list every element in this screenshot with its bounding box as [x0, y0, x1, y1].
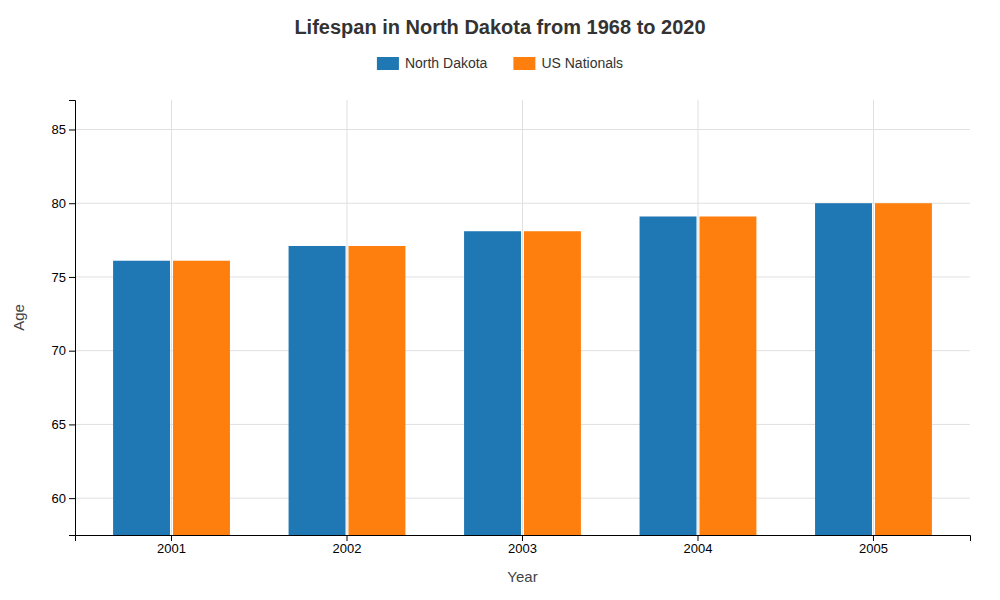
bar	[815, 203, 872, 535]
legend-item: US Nationals	[513, 55, 623, 71]
bar	[464, 231, 521, 535]
tick-mark	[69, 351, 75, 352]
tick: 60	[52, 491, 75, 506]
y-axis: 60 65 70 75 80 85	[52, 101, 76, 536]
legend-label: US Nationals	[541, 55, 623, 71]
bar	[289, 246, 346, 535]
bar	[173, 261, 230, 535]
bar	[875, 203, 932, 535]
axis-line	[69, 101, 76, 536]
tick-mark	[69, 129, 75, 130]
tick: 70	[52, 343, 75, 358]
bar-series	[113, 203, 872, 535]
tick-mark	[522, 535, 523, 541]
grid-line-x	[873, 100, 874, 535]
grid-line-x	[347, 100, 348, 535]
legend-swatch	[377, 57, 399, 70]
bar	[113, 261, 170, 535]
tick: 80	[52, 196, 75, 211]
tick: 2003	[508, 535, 537, 556]
tick-label: 85	[52, 122, 66, 137]
chart-container: 2001 2002 2003 2004 2005 60 65 70 75 80 85 Lifespan…	[0, 0, 1000, 600]
grid	[75, 100, 970, 535]
legend: North Dakota US Nationals	[377, 55, 623, 71]
axis-line	[76, 536, 971, 542]
tick: 85	[52, 122, 75, 137]
tick-label: 2005	[859, 541, 888, 556]
bar	[349, 246, 406, 535]
tick-mark	[69, 277, 75, 278]
chart-svg: 2001 2002 2003 2004 2005 60 65 70 75 80 85 Lifespan…	[0, 0, 1000, 600]
tick: 2001	[157, 535, 186, 556]
tick-mark	[69, 424, 75, 425]
tick: 65	[52, 417, 75, 432]
x-axis: 2001 2002 2003 2004 2005	[76, 535, 971, 556]
tick-mark	[697, 535, 698, 541]
tick-label: 75	[52, 270, 66, 285]
tick-label: 2002	[333, 541, 362, 556]
tick-label: 2004	[684, 541, 713, 556]
tick-label: 60	[52, 491, 66, 506]
tick-label: 70	[52, 343, 66, 358]
plot: 2001 2002 2003 2004 2005 60 65 70 75 80 85	[52, 100, 971, 556]
legend-item: North Dakota	[377, 55, 488, 71]
legend-label: North Dakota	[405, 55, 488, 71]
tick-mark	[69, 203, 75, 204]
tick-label: 80	[52, 196, 66, 211]
tick: 2002	[333, 535, 362, 556]
tick-label: 65	[52, 417, 66, 432]
bar	[524, 231, 581, 535]
x-axis-title: Year	[507, 568, 537, 585]
tick-mark	[347, 535, 348, 541]
tick-mark	[69, 498, 75, 499]
grid-line-x	[171, 100, 172, 535]
tick: 2004	[684, 535, 713, 556]
title: Lifespan in North Dakota from 1968 to 20…	[294, 16, 705, 38]
tick: 2005	[859, 535, 888, 556]
bars	[113, 203, 932, 535]
grid-line-x	[522, 100, 523, 535]
bar	[640, 216, 697, 535]
tick: 75	[52, 270, 75, 285]
grid-line-x	[697, 100, 698, 535]
tick-label: 2001	[157, 541, 186, 556]
bar-series	[173, 203, 932, 535]
tick-mark	[171, 535, 172, 541]
bar	[699, 216, 756, 535]
legend-swatch	[513, 57, 535, 70]
tick-mark	[873, 535, 874, 541]
tick-label: 2003	[508, 541, 537, 556]
y-axis-title: Age	[10, 304, 27, 331]
